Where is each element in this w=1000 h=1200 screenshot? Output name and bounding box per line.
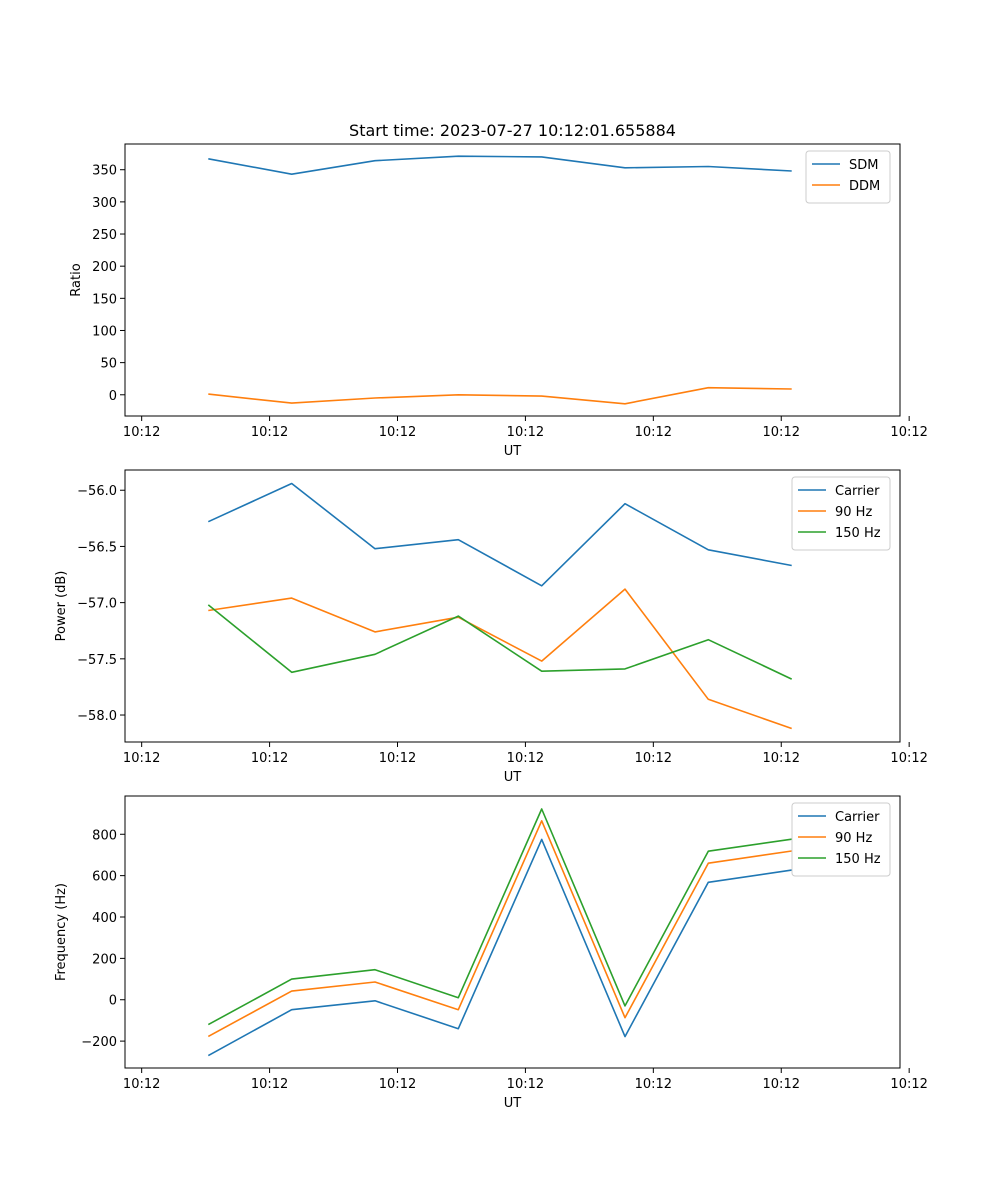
y-axis-label: Power (dB)	[54, 571, 69, 642]
series-line-90-hz	[207, 819, 792, 1038]
x-tick-label: 10:12	[507, 1077, 544, 1092]
x-tick-label: 10:12	[890, 751, 927, 766]
x-tick-label: 10:12	[123, 1077, 160, 1092]
y-tick-label: 600	[92, 870, 117, 885]
x-tick-label: 10:12	[251, 1077, 288, 1092]
y-tick-label: 300	[92, 196, 117, 211]
y-tick-label: 150	[92, 292, 117, 307]
legend-entry: 150 Hz	[835, 526, 881, 541]
x-tick-label: 10:12	[379, 425, 416, 440]
legend-entry: 90 Hz	[835, 831, 872, 846]
y-axis-label: Ratio	[69, 263, 84, 296]
x-tick-label: 10:12	[123, 425, 160, 440]
legend: Carrier 90 Hz 150 Hz	[791, 802, 891, 877]
x-axis-label: UT	[504, 444, 522, 459]
x-tick-label: 10:12	[123, 751, 160, 766]
x-tick-label: 10:12	[251, 751, 288, 766]
x-tick-label: 10:12	[635, 751, 672, 766]
chart-title: Start time: 2023-07-27 10:12:01.655884	[349, 121, 676, 140]
x-tick-label: 10:12	[890, 425, 927, 440]
y-tick-label: 200	[92, 260, 117, 275]
y-axis-label: Frequency (Hz)	[54, 883, 69, 981]
legend-entry: Carrier	[835, 484, 880, 499]
x-tick-label: 10:12	[507, 751, 544, 766]
series-line-150-hz	[207, 808, 792, 1026]
y-tick-label: −58.0	[77, 709, 117, 724]
plot-frame	[124, 795, 901, 1069]
series-line-90-hz	[208, 588, 792, 730]
x-axis-label: UT	[504, 770, 522, 785]
y-tick-label: 50	[100, 357, 117, 372]
series-line-150-hz	[207, 604, 793, 680]
x-tick-label: 10:12	[763, 1077, 800, 1092]
legend: Carrier 90 Hz 150 Hz	[791, 476, 891, 551]
y-tick-label: −56.5	[77, 540, 117, 555]
x-tick-label: 10:12	[507, 425, 544, 440]
plot-frame	[124, 143, 901, 417]
y-tick-label: 0	[109, 389, 117, 404]
x-tick-label: 10:12	[763, 751, 800, 766]
x-tick-label: 10:12	[379, 751, 416, 766]
x-tick-label: 10:12	[251, 425, 288, 440]
x-tick-label: 10:12	[379, 1077, 416, 1092]
y-tick-label: 250	[92, 228, 117, 243]
chart-1: 10:1210:1210:1210:1210:1210:1210:1210:13…	[69, 121, 928, 459]
y-tick-label: 350	[92, 164, 117, 179]
y-tick-label: −57.5	[77, 653, 117, 668]
legend-entry: SDM	[849, 158, 878, 173]
series-line-ddm	[208, 386, 792, 405]
x-tick-label: 10:12	[635, 425, 672, 440]
y-tick-label: −56.0	[77, 484, 117, 499]
legend-entry: Carrier	[835, 810, 880, 825]
x-axis-label: UT	[504, 1096, 522, 1111]
chart-2: 10:1210:1210:1210:1210:1210:1210:1210:13…	[54, 469, 928, 785]
legend-entry: 90 Hz	[835, 505, 872, 520]
legend-entry: DDM	[849, 179, 880, 194]
y-tick-label: 400	[92, 911, 117, 926]
y-tick-label: −200	[81, 1035, 117, 1050]
chart-3: 10:1210:1210:1210:1210:1210:1210:1210:13…	[54, 795, 928, 1111]
series-line-carrier	[207, 482, 792, 587]
x-tick-label: 10:12	[763, 425, 800, 440]
y-tick-label: 800	[92, 828, 117, 843]
y-tick-label: 100	[92, 324, 117, 339]
legend-entry: 150 Hz	[835, 852, 881, 867]
y-tick-label: 200	[92, 952, 117, 967]
x-tick-label: 10:12	[635, 1077, 672, 1092]
y-tick-label: 0	[109, 994, 117, 1009]
x-tick-label: 10:12	[890, 1077, 927, 1092]
series-line-sdm	[208, 155, 792, 175]
plot-frame	[124, 469, 901, 743]
y-tick-label: −57.0	[77, 597, 117, 612]
legend: SDM DDM	[805, 150, 891, 204]
series-line-carrier	[207, 838, 792, 1057]
